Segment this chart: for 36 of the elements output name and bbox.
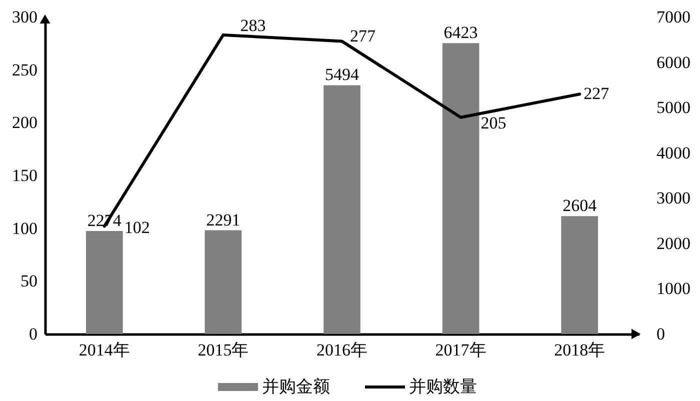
data-label: 102 (124, 218, 150, 238)
x-tick-label: 2015年 (198, 340, 249, 360)
y2-tick-label: 0 (656, 324, 665, 344)
bar (561, 216, 598, 334)
y2-tick-label: 4000 (656, 143, 690, 162)
legend-label: 并购金额 (262, 377, 330, 396)
data-label: 205 (480, 113, 506, 132)
y-tick-label: 150 (12, 166, 38, 185)
legend-label: 并购数量 (409, 377, 477, 396)
x-tick-label: 2016年 (316, 340, 368, 360)
y2-tick-label: 1000 (656, 279, 690, 298)
bar (442, 43, 480, 334)
y-tick-label: 100 (12, 218, 38, 238)
y-tick-label: 250 (12, 60, 38, 80)
y2-tick-label: 6000 (656, 52, 690, 72)
y-tick-label: 300 (12, 8, 38, 26)
y2-tick-label: 5000 (656, 98, 690, 118)
y2-tick-label: 2000 (656, 234, 690, 253)
data-label: 283 (240, 16, 266, 35)
y-tick-label: 200 (12, 113, 38, 132)
data-label: 277 (350, 26, 376, 46)
bar (204, 230, 242, 334)
data-label: 6423 (444, 23, 478, 42)
data-label: 2604 (562, 196, 598, 216)
data-label: 5494 (325, 65, 360, 84)
bar (324, 85, 360, 334)
x-tick-label: 2014年 (78, 340, 130, 360)
x-tick-label: 2017年 (435, 340, 486, 360)
data-label: 227 (584, 84, 610, 104)
y2-tick-label: 3000 (656, 188, 690, 208)
x-tick-label: 2018年 (554, 340, 606, 360)
y-tick-label: 50 (20, 272, 38, 291)
data-label: 2291 (206, 210, 240, 230)
y-tick-label: 0 (29, 324, 38, 344)
y2-tick-label: 7000 (656, 8, 690, 26)
bar (86, 231, 123, 334)
